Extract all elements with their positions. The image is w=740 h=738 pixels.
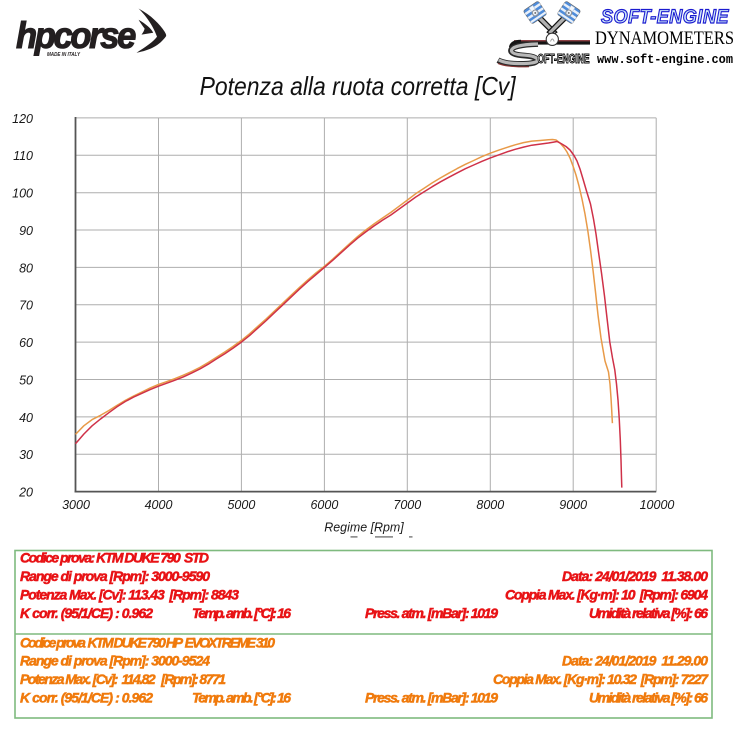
svg-text:Umidità relativa [%]: 66: Umidità relativa [%]: 66	[589, 690, 708, 706]
svg-text:Umidità relativa [%]: 66: Umidità relativa [%]: 66	[589, 605, 708, 621]
svg-text:110: 110	[13, 149, 33, 163]
svg-text:Codice prova KTM DUKE 790 HP: Codice prova KTM DUKE 790 HP EVOXTREME 3…	[20, 634, 275, 650]
svg-text:K corr. (95/1/CE) : 0.962: K corr. (95/1/CE) : 0.962	[20, 605, 153, 621]
svg-text:K corr. (95/1/CE) : 0.962: K corr. (95/1/CE) : 0.962	[20, 690, 153, 706]
svg-text:5000: 5000	[227, 498, 255, 512]
svg-text:8000: 8000	[476, 498, 504, 512]
svg-text:Potenza Max. [Cv]: 114.82 [: Potenza Max. [Cv]: 114.82 [Rpm]: 8771	[20, 671, 226, 687]
svg-text:7000: 7000	[393, 498, 421, 512]
svg-text:Press. atm. [mBar]: 1019: Press. atm. [mBar]: 1019	[365, 690, 498, 706]
svg-text:70: 70	[19, 299, 33, 313]
svg-text:SOFT-ENGINE: SOFT-ENGINE	[601, 6, 729, 28]
svg-text:120: 120	[12, 112, 33, 126]
svg-text:40: 40	[19, 411, 33, 425]
svg-text:6000: 6000	[310, 498, 338, 512]
svg-text:MADE IN ITALY: MADE IN ITALY	[47, 52, 80, 58]
svg-text:hpcorse: hpcorse	[16, 15, 136, 56]
svg-text:20: 20	[18, 486, 33, 500]
svg-text:Coppia Max. [Kg·m]: 10 [Rpm]:: Coppia Max. [Kg·m]: 10 [Rpm]: 6904	[505, 586, 708, 602]
svg-text:Regime [Rpm]: Regime [Rpm]	[324, 520, 404, 535]
svg-text:Temp. amb. [°C]: 16: Temp. amb. [°C]: 16	[192, 605, 291, 621]
svg-text:4000: 4000	[145, 498, 173, 512]
svg-text:Data: 24/01/2019 11.29.00: Data: 24/01/2019 11.29.00	[562, 653, 708, 669]
svg-text:60: 60	[19, 336, 33, 350]
svg-text:Range di prova [Rpm]: 3000-959: Range di prova [Rpm]: 3000-9590	[20, 568, 210, 584]
svg-text:Codice prova: KTM DUKE 790 ST: Codice prova: KTM DUKE 790 STD	[20, 550, 209, 566]
svg-text:Potenza Max. [Cv]: 113.43 [Rp: Potenza Max. [Cv]: 113.43 [Rpm]: 8843	[20, 586, 239, 602]
svg-text:OFT-ENGINE: OFT-ENGINE	[538, 52, 590, 66]
svg-text:100: 100	[12, 187, 33, 201]
svg-text:50: 50	[19, 373, 33, 387]
svg-text:80: 80	[19, 261, 33, 275]
svg-text:DYNAMOMETERS: DYNAMOMETERS	[595, 29, 734, 49]
svg-text:9000: 9000	[559, 498, 587, 512]
svg-text:Coppia Max. [Kg·m]: 10.32 [Rp: Coppia Max. [Kg·m]: 10.32 [Rpm]: 7227	[493, 671, 709, 687]
svg-text:30: 30	[19, 448, 33, 462]
svg-text:Data: 24/01/2019 11.38.00: Data: 24/01/2019 11.38.00	[562, 568, 708, 584]
svg-text:Potenza alla ruota corretta [C: Potenza alla ruota corretta [Cv]	[200, 71, 517, 101]
svg-text:Temp. amb. [°C]: 16: Temp. amb. [°C]: 16	[192, 690, 291, 706]
svg-text:www.soft-engine.com: www.soft-engine.com	[597, 52, 733, 67]
svg-text:3000: 3000	[62, 498, 90, 512]
svg-text:90: 90	[19, 224, 33, 238]
svg-text:10000: 10000	[640, 498, 675, 512]
svg-text:Range di prova [Rpm]: 3000-952: Range di prova [Rpm]: 3000-9524	[20, 653, 210, 669]
svg-text:Press. atm. [mBar]: 1019: Press. atm. [mBar]: 1019	[365, 605, 498, 621]
